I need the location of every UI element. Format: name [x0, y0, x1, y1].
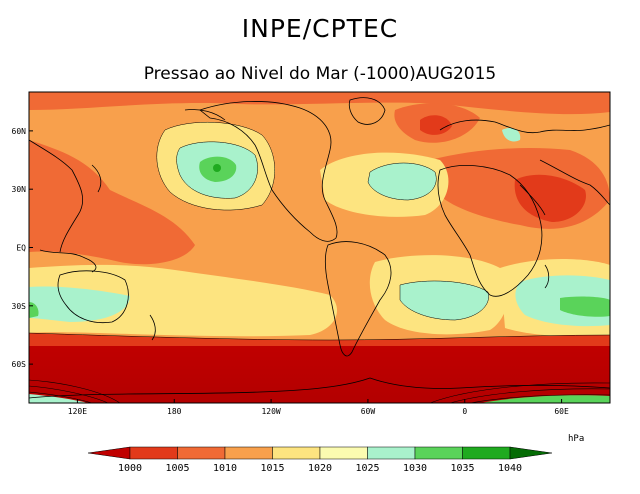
- colorbar-label: 1025: [355, 463, 379, 474]
- colorbar-box: [177, 446, 226, 460]
- lat-tick-label: 30N: [12, 185, 27, 194]
- coast-east-asia: [29, 139, 84, 253]
- coast-europe: [439, 119, 610, 134]
- colorbar-label: 1040: [498, 463, 522, 474]
- coastlines: [29, 97, 610, 399]
- lon-tick-label: 60W: [361, 407, 376, 416]
- colorbar-box: [272, 446, 321, 460]
- colorbar-label: 1010: [213, 463, 237, 474]
- coast-arabia: [519, 184, 546, 216]
- colorbar-box: [129, 446, 178, 460]
- coast-australia: [57, 270, 129, 324]
- coast-north-america: [199, 101, 338, 242]
- colorbar-unit: hPa: [568, 434, 585, 444]
- coast-madagascar: [544, 264, 550, 289]
- field-arctic-north: [29, 92, 610, 115]
- coast-indonesia: [39, 249, 97, 273]
- colorbar-label: 1030: [403, 463, 427, 474]
- lon-tick-label: 180: [167, 407, 182, 416]
- field-antarctic-high-right: [480, 395, 610, 403]
- coast-africa: [437, 165, 543, 297]
- colorbar-box: [367, 446, 416, 460]
- colorbar: 1000 1005 1010 1015 1020 1025 1030 1035 1040: [87, 446, 553, 474]
- field-azores-high: [368, 163, 437, 200]
- field-southern-belt-1000: [29, 346, 610, 403]
- colorbar-high-arrow: [509, 446, 553, 460]
- coast-south-america: [324, 241, 392, 357]
- colorbar-low-arrow: [87, 446, 131, 460]
- field-south-pacific-west-high: [29, 286, 130, 322]
- colorbar-label: 1020: [308, 463, 332, 474]
- lat-tick-label: 30S: [12, 302, 27, 311]
- field-indian-ocean-core: [560, 296, 610, 317]
- field-layer: [29, 92, 610, 403]
- coast-antarctica: [29, 377, 610, 399]
- latitude-axis: 60N 30N EQ 30S 60S: [12, 127, 33, 369]
- colorbar-label: 1005: [165, 463, 189, 474]
- field-antarctic-high-left: [29, 394, 88, 403]
- coast-japan: [91, 164, 102, 193]
- lon-tick-label: 120E: [68, 407, 87, 416]
- colorbar-label: 1035: [450, 463, 474, 474]
- coast-new-zealand: [149, 314, 156, 341]
- field-greenland-high: [502, 128, 521, 142]
- coast-south-asia: [539, 159, 610, 206]
- map-subtitle: Pressao ao Nivel do Mar (-1000)AUG2015: [143, 64, 497, 84]
- coast-alaska: [184, 109, 226, 121]
- lat-tick-label: 60S: [12, 360, 27, 369]
- field-southern-belt-1005: [29, 333, 610, 350]
- field-west-pacific-low: [29, 140, 195, 265]
- lat-tick-label: EQ: [16, 244, 26, 253]
- colorbar-label: 1000: [118, 463, 142, 474]
- lon-tick-label: 0: [462, 407, 467, 416]
- colorbar-label: 1015: [260, 463, 284, 474]
- coast-greenland: [348, 97, 386, 125]
- colorbar-box: [414, 446, 463, 460]
- colorbar-box: [224, 446, 273, 460]
- colorbar-box: [462, 446, 511, 460]
- lon-tick-label: 60E: [554, 407, 569, 416]
- colorbar-box: [319, 446, 368, 460]
- field-north-atlantic-low: [420, 115, 452, 135]
- field-south-atlantic-high: [400, 280, 489, 320]
- field-north-pacific-peak: [213, 164, 221, 172]
- contour-lines: [29, 121, 610, 341]
- field-south-asia-low: [514, 174, 586, 222]
- longitude-axis: 120E 180 120W 60W 0 60E: [68, 399, 569, 416]
- map-title: INPE/CPTEC: [241, 14, 399, 43]
- lat-tick-label: 60N: [12, 127, 27, 136]
- lon-tick-label: 120W: [261, 407, 280, 416]
- field-south-pacific-ring: [29, 264, 338, 337]
